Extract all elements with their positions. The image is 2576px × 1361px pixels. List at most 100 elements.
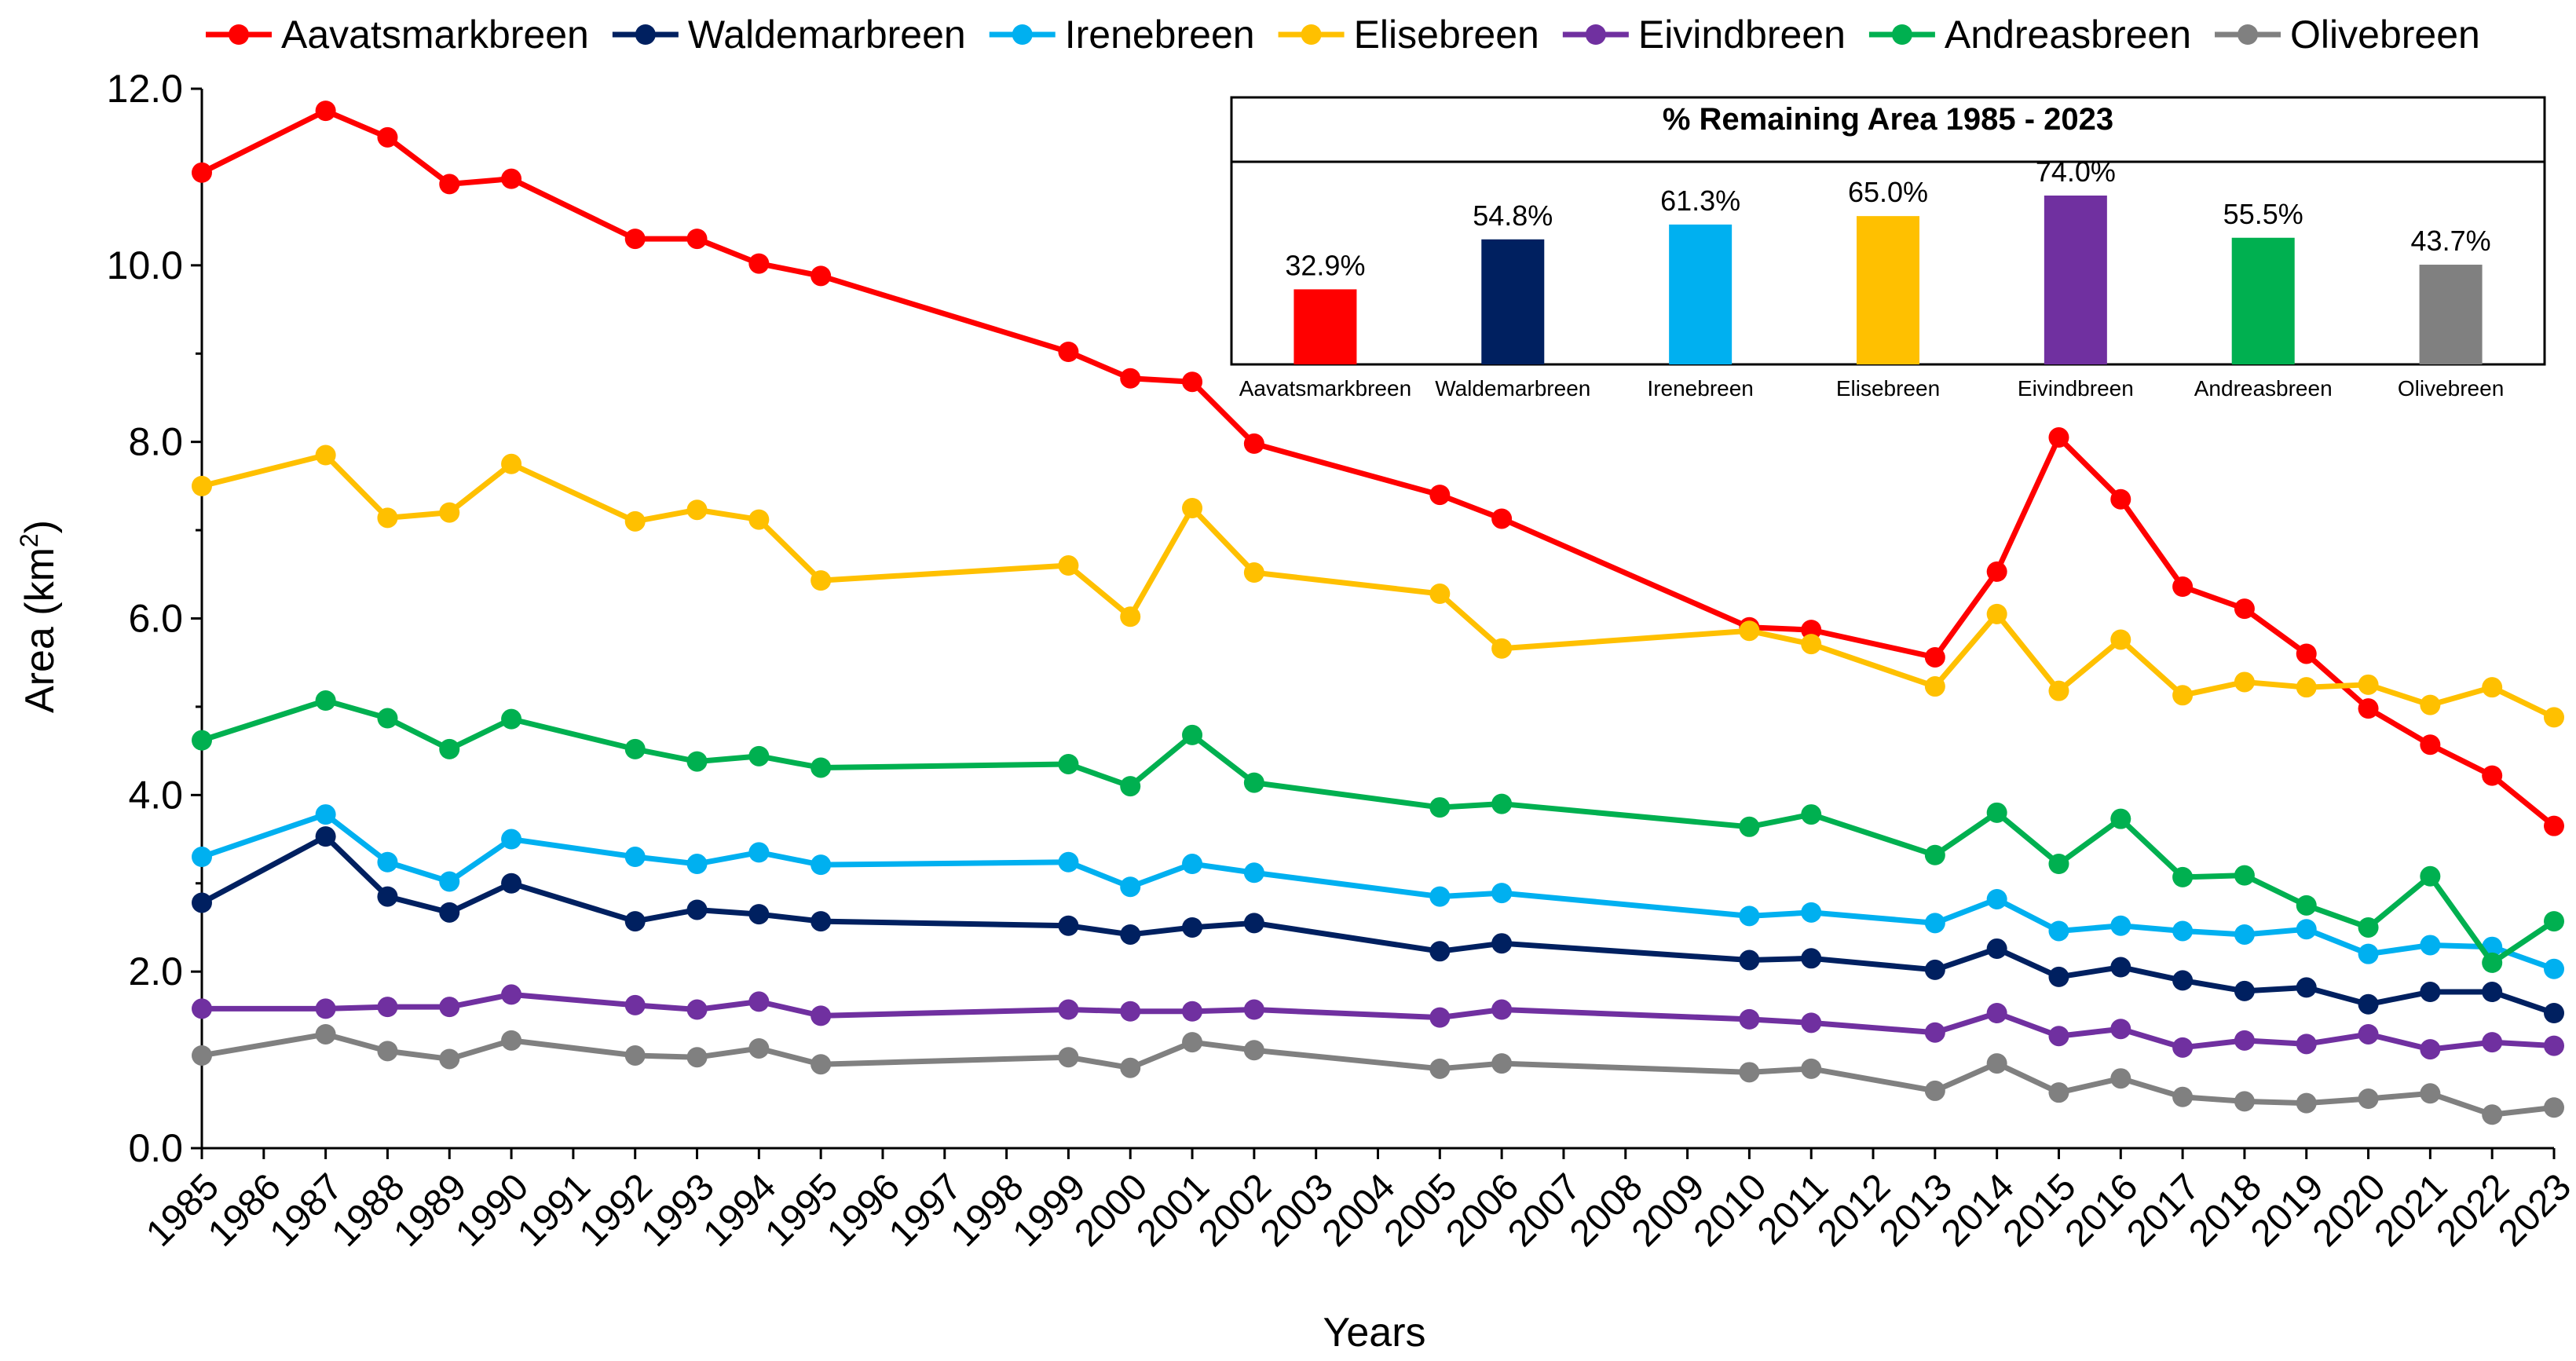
data-point-olivebreen [686, 1047, 708, 1068]
data-point-elisebreen [377, 507, 398, 529]
data-point-elisebreen [1739, 620, 1760, 642]
data-point-andreasbreen [377, 708, 398, 729]
data-point-irenebreen [748, 842, 770, 863]
series-line-waldemarbreen [200, 833, 2556, 1016]
x-tick-label: 2010 [1686, 1166, 1775, 1255]
legend-item-irenebreen: Irenebreen [989, 13, 1255, 57]
data-point-andreasbreen [1058, 753, 1079, 774]
data-point-eivindbreen [810, 1005, 832, 1026]
data-point-elisebreen [810, 570, 832, 591]
data-point-andreasbreen [2358, 916, 2379, 938]
data-point-eivindbreen [1491, 999, 1513, 1020]
data-point-elisebreen [1182, 497, 1203, 518]
data-point-aavatsmarkbreen [624, 229, 646, 250]
data-point-aavatsmarkbreen [1429, 485, 1451, 506]
data-point-olivebreen [2172, 1086, 2194, 1107]
inset-category-label: Aavatsmarkbreen [1239, 376, 1411, 401]
legend-item-aavatsmarkbreen: Aavatsmarkbreen [206, 13, 589, 57]
x-tick-label: 2015 [1996, 1166, 2084, 1255]
data-point-irenebreen [315, 804, 336, 825]
data-point-eivindbreen [2544, 1035, 2564, 1056]
data-point-elisebreen [315, 445, 336, 466]
inset-bar-aavatsmarkbreen [1293, 289, 1357, 364]
legend-label: Waldemarbreen [688, 13, 966, 57]
data-point-eivindbreen [1120, 1001, 1141, 1022]
data-point-irenebreen [1243, 862, 1264, 884]
inset-bar-irenebreen [1669, 224, 1733, 364]
data-point-olivebreen [2420, 1083, 2441, 1104]
data-point-olivebreen [1120, 1057, 1141, 1078]
data-point-eivindbreen [1739, 1008, 1760, 1030]
x-tick-label: 2021 [2367, 1166, 2456, 1255]
data-point-eivindbreen [2110, 1019, 2131, 1040]
data-point-andreasbreen [1182, 724, 1203, 745]
x-tick-label: 1993 [634, 1166, 723, 1255]
data-point-olivebreen [1924, 1080, 1945, 1101]
data-point-elisebreen [1243, 562, 1264, 584]
data-point-waldemarbreen [1801, 948, 1822, 969]
x-tick-label: 2004 [1315, 1166, 1403, 1255]
data-point-aavatsmarkbreen [2172, 576, 2194, 598]
legend-label: Irenebreen [1065, 13, 1255, 57]
data-point-irenebreen [1491, 883, 1513, 904]
data-point-andreasbreen [2296, 895, 2317, 916]
data-point-irenebreen [2420, 935, 2441, 956]
x-tick-label: 2013 [1872, 1166, 1960, 1255]
data-point-elisebreen [2234, 671, 2255, 693]
x-tick-label: 1995 [757, 1166, 846, 1255]
x-tick-label: 2018 [2181, 1166, 2270, 1255]
data-point-eivindbreen [686, 999, 708, 1020]
y-axis-title: Area (km2) [15, 520, 63, 713]
inset-category-label: Andreasbreen [2194, 376, 2333, 401]
x-tick-label: 2007 [1500, 1166, 1589, 1255]
series-line-andreasbreen [200, 697, 2556, 966]
data-point-irenebreen [624, 847, 646, 868]
legend-item-eivindbreen: Eivindbreen [1562, 13, 1846, 57]
inset-category-label: Irenebreen [1647, 376, 1753, 401]
data-point-elisebreen [1986, 603, 2007, 624]
x-tick-label: 1985 [138, 1166, 227, 1255]
x-tick-label: 2017 [2119, 1166, 2208, 1255]
data-point-waldemarbreen [686, 899, 708, 920]
legend-item-andreasbreen: Andreasbreen [1868, 13, 2191, 57]
x-tick-label: 2001 [1129, 1166, 1217, 1255]
inset-bar-eivindbreen [2044, 196, 2107, 364]
y-tick-label: 2.0 [128, 949, 183, 993]
data-point-olivebreen [2234, 1091, 2255, 1112]
data-point-elisebreen [1058, 555, 1079, 576]
legend-swatch-marker [2238, 24, 2259, 45]
series-olivebreen [192, 1023, 2564, 1125]
data-point-andreasbreen [2482, 952, 2503, 973]
data-point-eivindbreen [1243, 999, 1264, 1020]
data-point-aavatsmarkbreen [1801, 620, 1822, 641]
data-point-elisebreen [2544, 707, 2564, 728]
data-point-aavatsmarkbreen [1058, 342, 1079, 363]
data-point-eivindbreen [624, 994, 646, 1015]
data-point-olivebreen [501, 1030, 522, 1051]
data-point-irenebreen [2048, 920, 2069, 942]
data-point-eivindbreen [501, 984, 522, 1005]
data-point-irenebreen [2110, 915, 2131, 936]
data-point-waldemarbreen [2172, 970, 2194, 991]
data-point-irenebreen [686, 854, 708, 875]
data-point-eivindbreen [748, 991, 770, 1012]
data-point-aavatsmarkbreen [315, 101, 336, 122]
data-point-eivindbreen [2048, 1026, 2069, 1047]
data-point-elisebreen [2482, 677, 2503, 698]
y-tick-label: 10.0 [107, 243, 183, 287]
legend-label: Elisebreen [1354, 13, 1539, 57]
data-point-waldemarbreen [439, 902, 460, 923]
x-tick-label: 2023 [2490, 1166, 2576, 1255]
data-point-aavatsmarkbreen [1120, 368, 1141, 389]
data-point-andreasbreen [192, 730, 212, 751]
data-point-andreasbreen [810, 757, 832, 778]
inset-bar-olivebreen [2419, 265, 2483, 364]
data-point-olivebreen [2048, 1082, 2069, 1103]
legend-swatch-marker [1891, 24, 1912, 45]
x-axis-title: Years [1323, 1310, 1425, 1356]
data-point-aavatsmarkbreen [2420, 734, 2441, 756]
data-point-waldemarbreen [2482, 982, 2503, 1003]
data-point-irenebreen [810, 854, 832, 876]
data-point-olivebreen [1986, 1053, 2007, 1074]
data-point-aavatsmarkbreen [192, 162, 212, 183]
